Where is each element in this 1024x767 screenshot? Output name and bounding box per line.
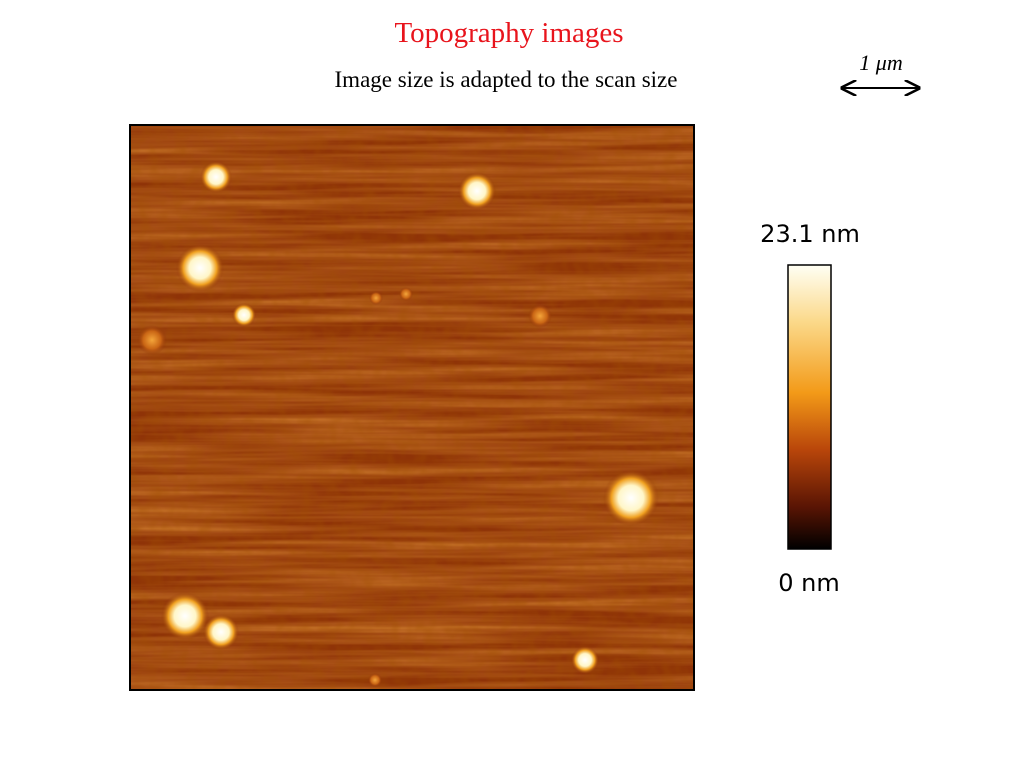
- afm-particle: [161, 592, 209, 640]
- colorbar-min-label: 0 nm: [778, 569, 840, 597]
- afm-frame: [129, 124, 695, 691]
- afm-image: [129, 124, 695, 691]
- afm-particle: [399, 287, 413, 301]
- afm-particle: [603, 470, 659, 526]
- slide-title: Topography images: [394, 17, 623, 49]
- afm-particle: [232, 303, 256, 327]
- afm-particle: [528, 304, 552, 328]
- afm-particle: [368, 673, 382, 687]
- afm-particle: [137, 325, 167, 355]
- colorbar-max-label: 23.1 nm: [760, 220, 860, 248]
- afm-particle: [458, 172, 496, 210]
- afm-particle: [369, 291, 383, 305]
- afm-particle: [571, 646, 599, 674]
- afm-speckle: [130, 125, 694, 690]
- colorbar: [787, 264, 832, 550]
- afm-particle: [203, 614, 239, 650]
- afm-particle: [176, 244, 224, 292]
- scale-bar-label: 1 μm: [859, 50, 902, 75]
- afm-particle: [200, 161, 232, 193]
- slide-subtitle: Image size is adapted to the scan size: [335, 67, 678, 92]
